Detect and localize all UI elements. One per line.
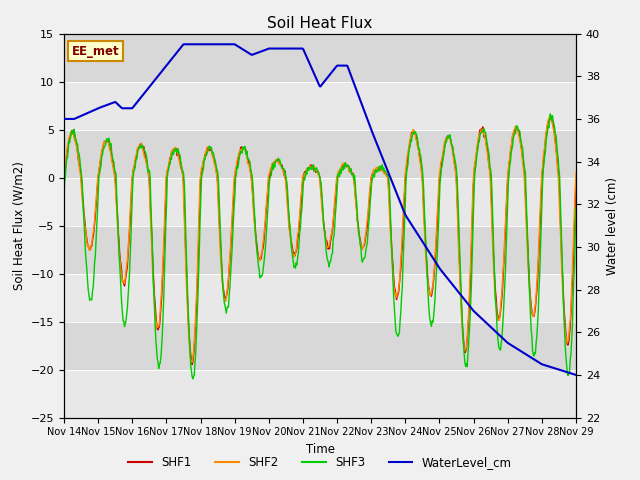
Bar bbox=[64, 34, 576, 82]
Title: Soil Heat Flux: Soil Heat Flux bbox=[268, 16, 372, 31]
Bar bbox=[64, 178, 576, 226]
Bar bbox=[64, 370, 576, 418]
Bar bbox=[64, 226, 576, 274]
Y-axis label: Soil Heat Flux (W/m2): Soil Heat Flux (W/m2) bbox=[12, 161, 25, 290]
Bar bbox=[64, 274, 576, 322]
Text: EE_met: EE_met bbox=[72, 45, 119, 58]
Y-axis label: Water level (cm): Water level (cm) bbox=[605, 177, 618, 275]
Bar bbox=[64, 82, 576, 130]
Bar bbox=[64, 130, 576, 178]
Legend: SHF1, SHF2, SHF3, WaterLevel_cm: SHF1, SHF2, SHF3, WaterLevel_cm bbox=[124, 452, 516, 474]
X-axis label: Time: Time bbox=[305, 443, 335, 456]
Bar bbox=[64, 322, 576, 370]
